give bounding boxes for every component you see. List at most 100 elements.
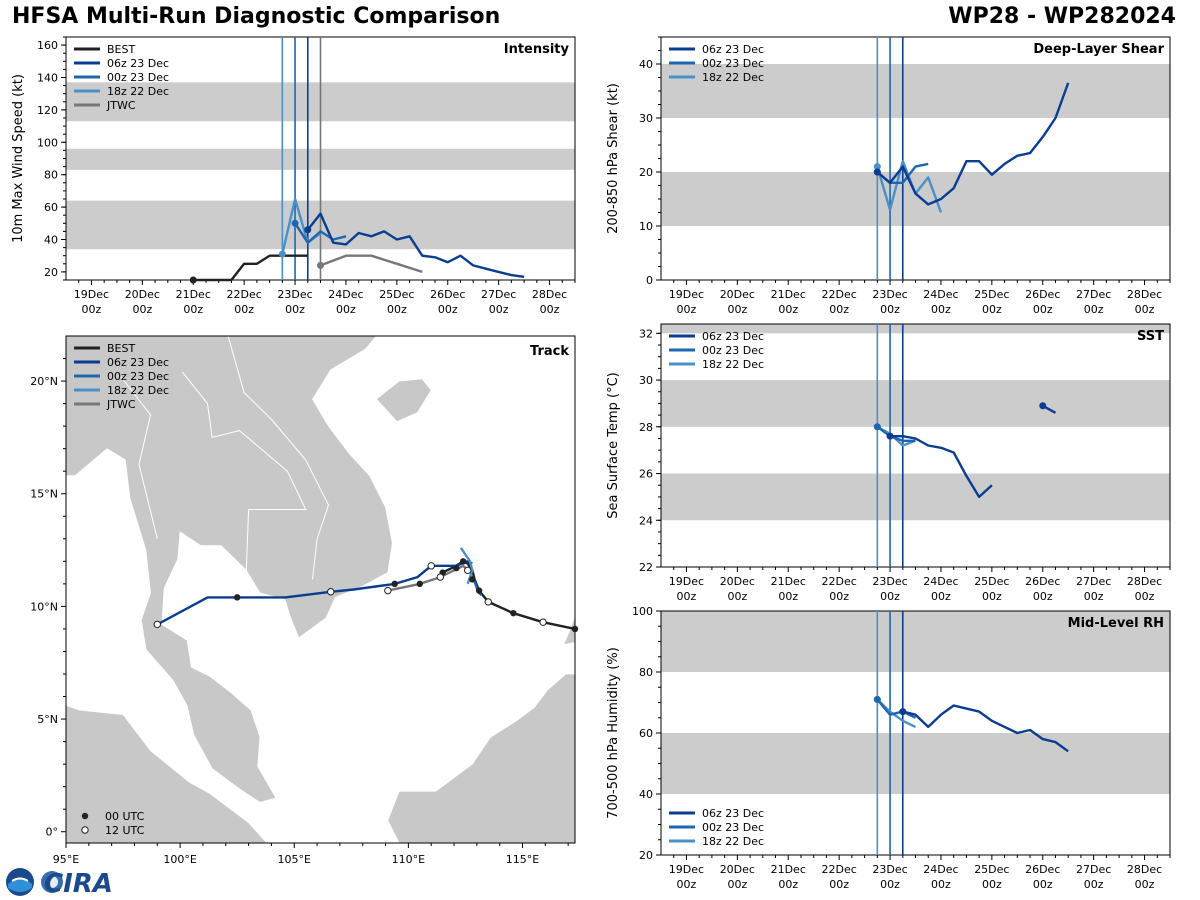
- sst-shade-band: [661, 473, 1170, 521]
- sst-panel: 22 24 26 28 30 32 19Dec 00z 20Dec 00z 21Dec 00z 22De…: [606, 323, 1171, 603]
- rh-series-start: [873, 695, 881, 703]
- track-marker-legend-label: 00 UTC: [105, 810, 145, 823]
- shear-xtick-label: 26Dec: [1025, 288, 1060, 301]
- shear-xtick-hour: 00z: [677, 303, 697, 316]
- rh-ylabel: 700-500 hPa Humidity (%): [606, 647, 621, 819]
- shear-ytick-label: 10: [639, 220, 653, 233]
- intensity-series-line: [193, 254, 308, 282]
- shear-ytick-label: 0: [646, 274, 653, 287]
- shear-xtick-hour: 00z: [880, 303, 900, 316]
- track-ytick-label: 20°N: [30, 375, 58, 388]
- intensity-xtick-label: 26Dec: [430, 288, 465, 301]
- track-marker-legend-label: 12 UTC: [105, 824, 145, 837]
- sst-xtick-hour: 00z: [982, 590, 1002, 603]
- track-point-12utc: [539, 618, 547, 626]
- sst-xtick-label: 23Dec: [872, 575, 907, 588]
- intensity-xtick-label: 20Dec: [125, 288, 160, 301]
- intensity-xtick-label: 19Dec: [74, 288, 109, 301]
- intensity-ylabel: 10m Max Wind Speed (kt): [11, 74, 26, 243]
- rh-xtick-hour: 00z: [677, 878, 697, 891]
- sst-xtick-label: 20Dec: [720, 575, 755, 588]
- track-point-00utc: [391, 580, 398, 588]
- intensity-series-start: [278, 250, 286, 258]
- rh-xtick-label: 27Dec: [1076, 863, 1111, 876]
- track-legend-label: 18z 22 Dec: [107, 384, 169, 397]
- intensity-legend-label: BEST: [107, 43, 135, 56]
- rh-xtick-label: 19Dec: [669, 863, 704, 876]
- shear-xtick-label: 25Dec: [974, 288, 1009, 301]
- sst-series-line: [890, 435, 993, 499]
- shear-xtick-hour: 00z: [778, 303, 798, 316]
- intensity-legend-label: 18z 22 Dec: [107, 85, 169, 98]
- track-xtick-label: 110°E: [392, 853, 425, 866]
- shear-panel: 0 10 20 30 40 19Dec 00z 20Dec 00z 21Dec 00z 22Dec 00…: [606, 36, 1171, 316]
- track-point-12utc: [427, 562, 435, 570]
- track-marker-legend-12: [81, 826, 89, 834]
- shear-shade-band: [661, 172, 1170, 226]
- rh-shade-band: [661, 733, 1170, 794]
- sst-series-start: [886, 432, 894, 440]
- intensity-ytick-label: 160: [37, 39, 58, 52]
- sst-legend-label: 18z 22 Dec: [702, 358, 764, 371]
- sst-xtick-label: 28Dec: [1127, 575, 1162, 588]
- intensity-xtick-label: 21Dec: [176, 288, 211, 301]
- track-point-12utc: [464, 566, 472, 575]
- intensity-xtick-hour: 00z: [438, 303, 458, 316]
- track-xtick-label: 100°E: [163, 853, 196, 866]
- track-legend-label: 00z 23 Dec: [107, 370, 169, 383]
- rh-xtick-label: 24Dec: [923, 863, 958, 876]
- shear-xtick-hour: 00z: [1135, 303, 1155, 316]
- shear-xtick-label: 24Dec: [923, 288, 958, 301]
- sst-ytick-label: 26: [639, 468, 653, 481]
- storm-id-title: WP28 - WP282024: [948, 4, 1176, 29]
- track-path: [156, 560, 473, 626]
- intensity-legend-label: 00z 23 Dec: [107, 71, 169, 84]
- track-xtick-label: 95°E: [53, 853, 79, 866]
- sst-xtick-hour: 00z: [880, 590, 900, 603]
- shear-xtick-hour: 00z: [931, 303, 951, 316]
- track-panel: 95°E 100°E 105°E 110°E 115°E 0° 5°N 10°N 15°N 20°…: [30, 335, 579, 866]
- figure-title: HFSA Multi-Run Diagnostic Comparison: [12, 4, 501, 29]
- sst-xtick-hour: 00z: [1135, 590, 1155, 603]
- rh-ytick-label: 40: [639, 788, 653, 801]
- sst-xtick-hour: 00z: [829, 590, 849, 603]
- track-point-00utc: [469, 576, 476, 583]
- sst-xtick-label: 26Dec: [1025, 575, 1060, 588]
- track-point-12utc: [384, 586, 392, 595]
- intensity-legend-label: JTWC: [106, 99, 136, 112]
- shear-series-line: [876, 82, 1070, 206]
- intensity-legend-label: 06z 23 Dec: [107, 57, 169, 70]
- intensity-xtick-hour: 00z: [489, 303, 509, 316]
- track-border-line: [120, 376, 158, 539]
- intensity-series-start: [304, 226, 312, 234]
- shear-xtick-hour: 00z: [829, 303, 849, 316]
- intensity-ytick-label: 100: [37, 136, 58, 149]
- intensity-panel: 20 40 60 80 100 120 140 160 19Dec 00z 20Dec 00z 21De…: [11, 36, 576, 316]
- intensity-xtick-label: 24Dec: [328, 288, 363, 301]
- track-frame: [65, 335, 576, 844]
- rh-title: Mid-Level RH: [1068, 616, 1164, 631]
- shear-ytick-label: 40: [639, 58, 653, 71]
- intensity-ytick-label: 80: [44, 169, 58, 182]
- track-path: [459, 547, 474, 585]
- track-point-12utc: [327, 588, 335, 596]
- shear-series-start: [873, 163, 881, 171]
- track-title: Track: [530, 344, 569, 359]
- intensity-series-line: [294, 222, 347, 244]
- shear-title: Deep-Layer Shear: [1033, 42, 1164, 57]
- rh-xtick-label: 22Dec: [822, 863, 857, 876]
- track-marker-legend-00: [81, 812, 89, 820]
- sst-xtick-hour: 00z: [727, 590, 747, 603]
- rh-xtick-hour: 00z: [1033, 878, 1053, 891]
- rh-shade-band: [661, 611, 1170, 672]
- sst-ytick-label: 28: [639, 421, 653, 434]
- shear-xtick-label: 21Dec: [771, 288, 806, 301]
- track-point-00utc: [416, 580, 423, 588]
- track-ytick-label: 15°N: [30, 488, 58, 501]
- sst-xtick-label: 27Dec: [1076, 575, 1111, 588]
- track-legend-label: BEST: [107, 342, 135, 355]
- sst-legend-label: 06z 23 Dec: [702, 330, 764, 343]
- rh-xtick-label: 26Dec: [1025, 863, 1060, 876]
- intensity-xtick-hour: 00z: [183, 303, 203, 316]
- intensity-xtick-hour: 00z: [540, 303, 560, 316]
